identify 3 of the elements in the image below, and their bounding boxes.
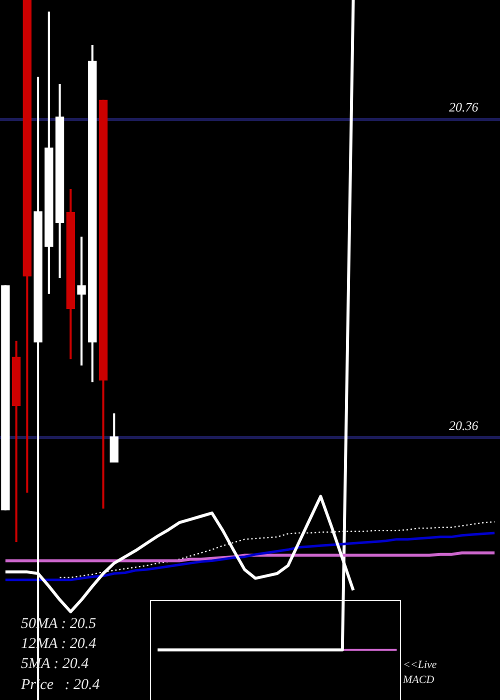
annotation: <<Live MACD	[403, 658, 438, 688]
y-tick-label: 20.36	[449, 418, 479, 433]
y-tick-label: 20.76	[449, 100, 479, 115]
